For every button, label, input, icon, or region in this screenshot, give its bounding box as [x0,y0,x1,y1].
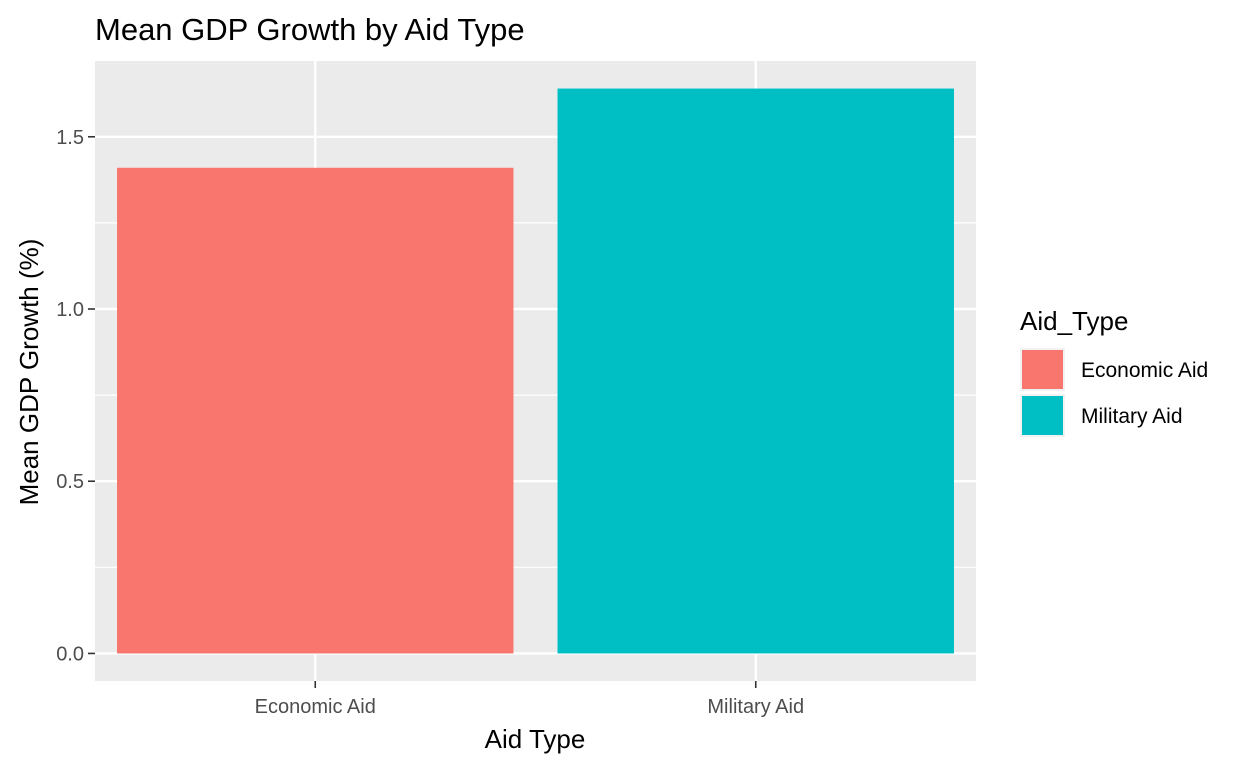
y-tick-label: 0.0 [56,643,84,665]
legend-item-label: Military Aid [1081,405,1183,428]
y-tick-label: 1.0 [56,299,84,321]
y-axis-title: Mean GDP Growth (%) [14,239,44,506]
x-tick-label: Economic Aid [255,696,376,718]
y-tick-label: 0.5 [56,471,84,493]
y-axis: 0.0 0.5 1.0 1.5 [56,127,95,665]
legend-key-swatch [1022,350,1063,389]
y-tick-label: 1.5 [56,127,84,149]
legend-key-swatch [1022,396,1063,435]
bar-military-aid [557,88,954,654]
legend-title: Aid_Type [1020,306,1128,336]
chart-title: Mean GDP Growth by Aid Type [95,12,525,47]
x-axis-title: Aid Type [485,724,586,754]
x-axis: Economic Aid Military Aid [255,681,804,718]
legend: Aid_Type Economic Aid Military Aid [1020,306,1208,437]
bar-economic-aid [117,167,514,654]
x-tick-label: Military Aid [707,696,804,718]
legend-item-label: Economic Aid [1081,359,1208,382]
bars-group [117,88,954,654]
